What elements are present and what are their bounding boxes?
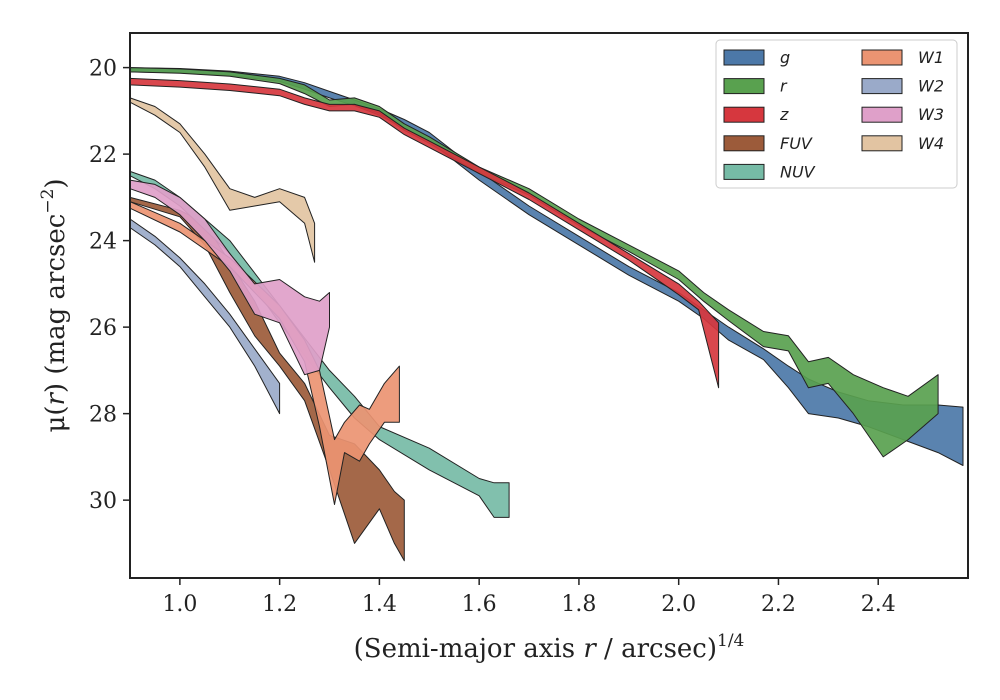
legend-label: FUV [780,134,813,153]
legend-swatch [723,135,765,152]
legend-swatch [723,163,765,180]
y-tick-label: 26 [89,316,117,341]
legend-item-r: r [723,77,788,96]
band-w2 [129,218,281,415]
band-w4 [129,97,316,263]
y-tick-label: 20 [89,57,117,82]
x-axis-ticks: 1.0 1.2 1.4 1.6 1.8 2.0 2.2 2.4 [162,578,896,617]
x-tick-label: 1.8 [561,592,596,617]
legend-swatch [861,78,903,95]
x-tick-label: 2.0 [661,592,696,617]
legend-item-fuv: FUV [723,134,813,153]
legend-swatch [723,106,765,123]
legend: grz FUV NUV W1 W2 W3 W4 [715,39,958,189]
x-axis-label: (Semi-major axis r / arcsec)1/4 [354,631,745,664]
legend-item-nuv: NUV [723,162,816,181]
x-tick-label: 1.4 [362,592,397,617]
legend-swatch [723,49,765,66]
legend-label: r [780,77,788,96]
legend-swatch [861,106,903,123]
legend-swatch [861,135,903,152]
legend-label: W2 [918,77,944,96]
y-tick-label: 28 [89,403,117,428]
y-tick-label: 24 [89,230,117,255]
legend-label: NUV [780,162,816,181]
x-tick-label: 1.2 [262,592,297,617]
y-tick-label: 22 [89,143,117,168]
legend-label: g [780,48,790,67]
legend-swatch [861,49,903,66]
legend-item-w1: W1 [861,48,944,67]
legend-item-g: g [723,48,790,67]
x-tick-label: 1.6 [462,592,497,617]
legend-label: W4 [918,134,944,153]
x-tick-label: 1.0 [162,592,197,617]
legend-label: z [779,105,789,124]
x-tick-label: 2.2 [761,592,796,617]
legend-swatch [723,78,765,95]
x-tick-label: 2.4 [861,592,896,617]
y-axis-label: μ(r) (mag arcsec−2) [38,178,71,432]
legend-label: W3 [918,105,944,124]
series-bands [129,67,964,562]
y-axis-ticks: 20 22 24 26 28 30 [89,57,130,514]
y-tick-label: 30 [89,489,117,514]
legend-item-w4: W4 [861,134,944,153]
band-w1 [129,201,400,505]
band-z [129,77,720,389]
legend-label: W1 [918,48,944,67]
band-w3 [129,179,330,376]
plot-frame [129,32,969,579]
legend-item-z: z [723,105,789,124]
legend-item-w2: W2 [861,77,944,96]
legend-item-w3: W3 [861,105,944,124]
